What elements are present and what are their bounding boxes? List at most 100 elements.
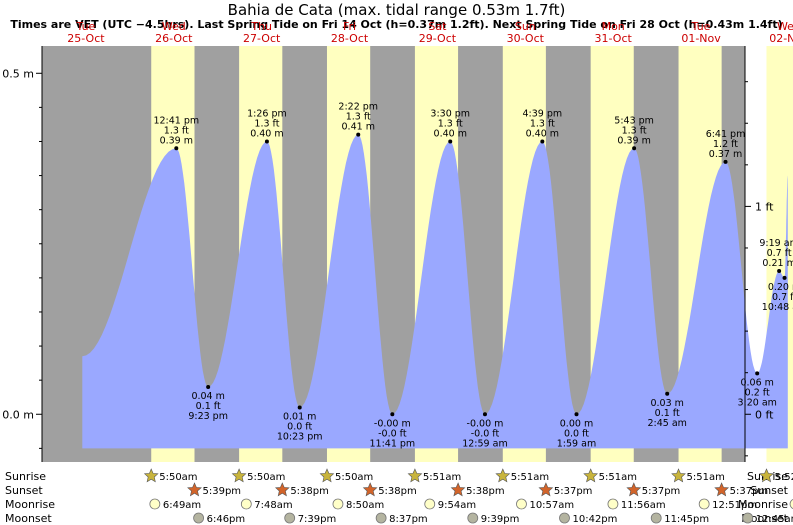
sunset-icon bbox=[187, 482, 202, 497]
tide-ft-label: 1.3 ft bbox=[622, 125, 647, 136]
moonrise-icon bbox=[149, 498, 161, 510]
sunrise-icon bbox=[583, 468, 599, 483]
tide-curve bbox=[82, 134, 788, 449]
sunset-time: 5:37pm bbox=[730, 486, 769, 497]
tide-point bbox=[482, 412, 487, 417]
tide-time-label: 1:26 pm bbox=[247, 108, 287, 119]
day-label-date: 25-Oct bbox=[67, 32, 105, 45]
tide-time-label: 5:43 pm bbox=[614, 115, 654, 126]
tide-m-label: 0.20 m bbox=[768, 282, 793, 293]
sunrise-time: 5:50am bbox=[247, 472, 285, 483]
left-tick-label: 0.0 m bbox=[2, 408, 34, 421]
tide-point bbox=[174, 146, 179, 151]
day-label-dow: Sat bbox=[428, 20, 447, 33]
tide-area bbox=[82, 134, 788, 449]
tide-m-label: 0.01 m bbox=[283, 411, 316, 422]
day-label-date: 31-Oct bbox=[595, 32, 633, 45]
tide-point bbox=[723, 159, 728, 164]
moonrise-time: 10:57am bbox=[529, 500, 574, 511]
chart-title: Bahia de Cata (max. tidal range 0.53m 1.… bbox=[227, 1, 566, 19]
day-labels: Tue25-OctWed26-OctThu27-OctFri28-OctSat2… bbox=[67, 20, 793, 45]
tide-time-label: 12:41 pm bbox=[153, 115, 199, 126]
tide-point bbox=[206, 384, 211, 389]
tide-point bbox=[777, 269, 782, 274]
tide-point bbox=[574, 412, 579, 417]
moonrise-icon bbox=[698, 498, 710, 510]
tide-ft-label: 0.7 ft bbox=[772, 292, 793, 303]
moonrise-icon bbox=[240, 498, 252, 510]
sunset-time: 5:37pm bbox=[554, 486, 593, 497]
tide-ft-label: 1.3 ft bbox=[164, 125, 189, 136]
moonrise-time: 6:49am bbox=[163, 500, 201, 511]
tide-point bbox=[297, 405, 302, 410]
tide-point bbox=[755, 371, 760, 376]
sunrise-icon bbox=[143, 468, 159, 483]
moonset-row-label-right: Moonset bbox=[741, 512, 788, 525]
tide-ft-label: 1.2 ft bbox=[713, 139, 738, 150]
moonset-time: 10:42pm bbox=[572, 514, 617, 525]
right-tick-label: 0 ft bbox=[755, 408, 774, 421]
sunrise-time: 5:51am bbox=[599, 472, 637, 483]
moonrise-time: 12:51pm bbox=[712, 500, 757, 511]
tide-time-label: 6:41 pm bbox=[706, 129, 746, 140]
sunset-icon bbox=[714, 482, 730, 497]
sunset-icon bbox=[450, 482, 466, 497]
tide-m-label: 0.39 m bbox=[617, 135, 650, 146]
tide-time-label: 2:22 pm bbox=[338, 102, 378, 113]
moonrise-row-label-left: Moonrise bbox=[5, 498, 55, 511]
sunset-time: 5:38pm bbox=[290, 486, 329, 497]
moonset-icon bbox=[650, 512, 662, 524]
sunrise-icon bbox=[407, 468, 423, 483]
tide-m-label: 0.06 m bbox=[740, 377, 773, 388]
moonrise-row-label-right: Moonrise bbox=[738, 498, 788, 511]
sunset-time: 5:37pm bbox=[642, 486, 681, 497]
moonrise-time: 7:48am bbox=[254, 500, 292, 511]
sunset-icon bbox=[274, 482, 290, 497]
sunrise-time: 5:51am bbox=[511, 472, 549, 483]
tide-m-label: 0.40 m bbox=[250, 128, 283, 139]
sunset-icon bbox=[538, 482, 554, 497]
chart-subtitle: Times are VET (UTC −4.5hrs). Last Spring… bbox=[10, 18, 783, 31]
tide-ft-label: 1.3 ft bbox=[530, 118, 555, 129]
axes: 0.5 m 0.0 m 1 ft 0 ft bbox=[2, 46, 774, 462]
sunrise-time: 5:51am bbox=[687, 472, 725, 483]
sunrise-icon bbox=[759, 468, 774, 483]
sunset-time: 5:38pm bbox=[378, 486, 417, 497]
day-label-date: 30-Oct bbox=[507, 32, 545, 45]
sunrise-time: 5:50am bbox=[335, 472, 373, 483]
tide-time-label: 3:20 am bbox=[737, 397, 776, 408]
tide-point bbox=[390, 412, 395, 417]
sunrise-icon bbox=[671, 468, 686, 483]
moonrise-icon bbox=[607, 498, 619, 510]
tide-m-label: 0.41 m bbox=[342, 122, 375, 133]
moonset-time: 7:39pm bbox=[298, 514, 337, 525]
moonset-icon bbox=[742, 512, 754, 524]
moonset-time: 6:46pm bbox=[207, 514, 246, 525]
tide-point bbox=[665, 391, 670, 396]
moonset-time: 8:37pm bbox=[389, 514, 428, 525]
tide-point bbox=[782, 275, 787, 280]
sunrise-time: 5:52am bbox=[774, 472, 793, 483]
tide-m-label: -0.00 m bbox=[467, 418, 504, 429]
tide-time-label: 12:59 am bbox=[462, 438, 507, 449]
tide-ft-label: 0.7 ft bbox=[767, 248, 792, 259]
moonrise-icon bbox=[789, 499, 793, 509]
moonset-time: 11:45pm bbox=[664, 514, 709, 525]
day-label-dow: Fri bbox=[343, 20, 356, 33]
day-label-date: 29-Oct bbox=[419, 32, 457, 45]
tide-ft-label: 0.1 ft bbox=[196, 401, 221, 412]
moonrise-time: 11:56am bbox=[621, 500, 666, 511]
tide-m-label: 0.00 m bbox=[560, 418, 593, 429]
day-label-date: 27-Oct bbox=[243, 32, 281, 45]
sunrise-time: 5:51am bbox=[423, 472, 461, 483]
tide-point bbox=[356, 132, 361, 137]
tide-point bbox=[632, 146, 637, 151]
tide-m-label: 0.03 m bbox=[650, 398, 683, 409]
tide-ft-label: 0.1 ft bbox=[655, 408, 680, 419]
left-tick-label: 0.5 m bbox=[2, 67, 34, 80]
day-label-date: 26-Oct bbox=[155, 32, 193, 45]
tide-time-label: 9:19 am bbox=[759, 238, 793, 249]
sunset-row-label-left: Sunset bbox=[5, 484, 43, 497]
